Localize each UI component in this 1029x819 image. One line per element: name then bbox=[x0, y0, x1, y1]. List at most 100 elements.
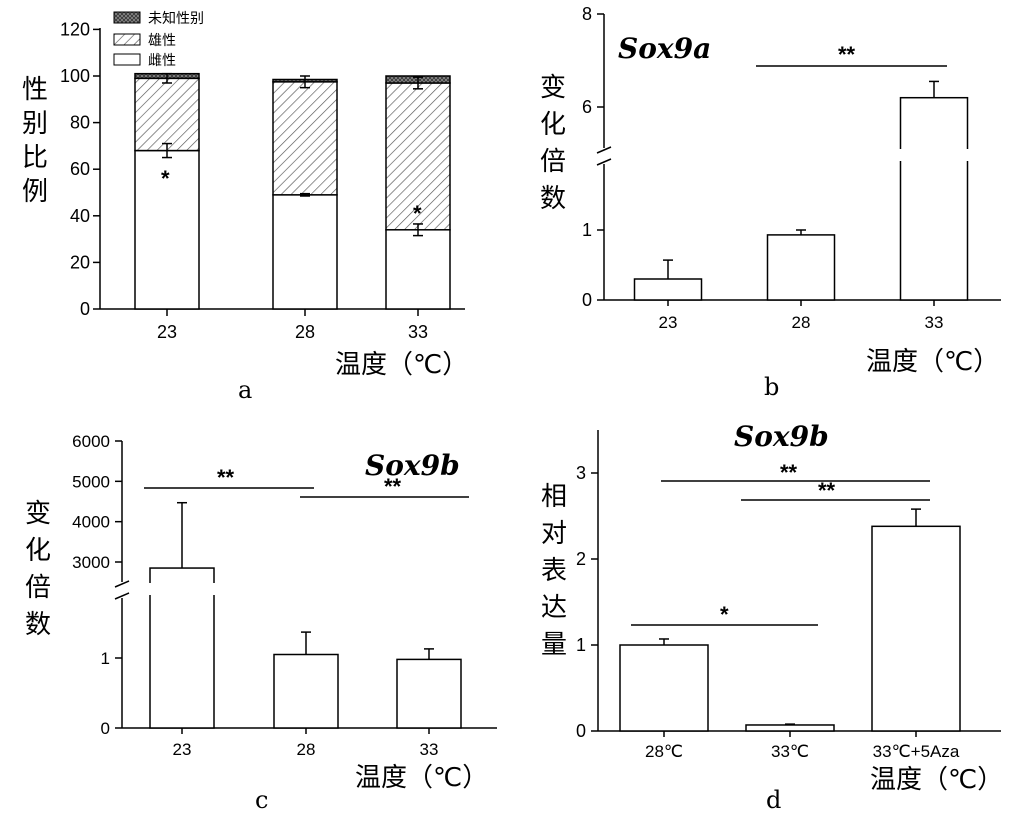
x-tick-label: 28 bbox=[792, 313, 811, 332]
y-axis-label-char: 别 bbox=[22, 109, 48, 139]
y-tick-label: 100 bbox=[60, 66, 90, 86]
y-tick-label: 3 bbox=[576, 463, 586, 483]
x-axis-label: 温度（℃） bbox=[870, 765, 1003, 795]
y-axis-label: 性别比例 bbox=[22, 75, 48, 207]
axis-break-mark bbox=[596, 158, 612, 166]
x-tick-label: 23 bbox=[173, 740, 192, 759]
panel-b-chart: 0 1 6 8 23 28 33 Sox9a ** 变化倍数 温度（℃） bbox=[540, 4, 1001, 377]
significance-star: ** bbox=[384, 474, 402, 499]
significance-star: * bbox=[720, 602, 729, 627]
y-tick-label: 8 bbox=[582, 4, 592, 24]
y-axis-label: 变化倍数 bbox=[25, 499, 51, 640]
x-axis-label: 温度（℃） bbox=[355, 763, 488, 793]
y-tick-label: 6000 bbox=[72, 432, 110, 451]
x-tick-label: 33 bbox=[925, 313, 944, 332]
x-tick-label: 33 bbox=[420, 740, 439, 759]
chart-title: Sox9a bbox=[618, 32, 711, 65]
panel-a-chart: 0 20 40 60 80 100 120 23 28 33 未知性别 雄性 雌性 * * 性别… bbox=[22, 10, 468, 380]
y-tick-label: 20 bbox=[70, 252, 90, 272]
bar bbox=[871, 525, 961, 732]
x-tick-label: 28 bbox=[295, 322, 315, 342]
bar-segment-female bbox=[385, 229, 451, 310]
bar-segment-female bbox=[134, 149, 200, 310]
y-tick-label: 5000 bbox=[72, 472, 110, 491]
y-axis-label-char: 化 bbox=[540, 110, 566, 140]
y-axis-label-char: 数 bbox=[540, 184, 566, 214]
legend-swatch-male bbox=[113, 33, 141, 46]
y-tick-label: 4000 bbox=[72, 513, 110, 532]
chart-title: Sox9b bbox=[734, 420, 829, 453]
y-axis-label-char: 化 bbox=[25, 536, 51, 566]
bar-segment-male bbox=[272, 81, 338, 196]
significance-star: ** bbox=[780, 460, 798, 485]
legend-label-female: 雌性 bbox=[148, 53, 176, 69]
y-tick-label: 0 bbox=[101, 719, 110, 738]
y-tick-label: 40 bbox=[70, 206, 90, 226]
y-axis-label-char: 例 bbox=[22, 177, 48, 207]
y-tick-label: 0 bbox=[576, 721, 586, 741]
legend-swatch-unknown bbox=[113, 11, 141, 24]
axis-break-mark bbox=[114, 580, 130, 588]
y-axis-label-char: 变 bbox=[540, 73, 566, 103]
y-axis-label-char: 达 bbox=[541, 593, 567, 623]
axis-break-mark bbox=[114, 592, 130, 600]
y-tick-label: 60 bbox=[70, 159, 90, 179]
y-axis-label-char: 表 bbox=[541, 556, 567, 586]
panel-c-chart: 0 1 3000 4000 5000 6000 23 28 33 Sox9b ** ** 变化… bbox=[25, 432, 497, 793]
y-axis-label-char: 倍 bbox=[540, 147, 566, 177]
x-tick-label: 33 bbox=[408, 322, 428, 342]
bar bbox=[633, 278, 703, 301]
y-axis-label: 变化倍数 bbox=[540, 73, 566, 214]
panel-letter-d: d bbox=[766, 786, 781, 814]
bar-segment-male bbox=[134, 77, 200, 152]
bar bbox=[396, 658, 462, 729]
bar bbox=[273, 653, 339, 729]
bar bbox=[619, 644, 709, 732]
bar-segment-female bbox=[272, 194, 338, 310]
x-axis-label: 温度（℃） bbox=[866, 347, 999, 377]
significance-star: ** bbox=[838, 42, 856, 67]
y-axis-label-char: 比 bbox=[22, 143, 48, 173]
legend-label-unknown: 未知性别 bbox=[148, 10, 204, 27]
y-axis-label-char: 相 bbox=[541, 482, 567, 512]
significance-star: * bbox=[161, 166, 170, 191]
axis-break-mark bbox=[596, 146, 612, 154]
bar-break-gap bbox=[898, 149, 970, 161]
y-axis-label-char: 性 bbox=[22, 75, 48, 105]
y-tick-label: 0 bbox=[80, 299, 90, 319]
y-axis-label-char: 对 bbox=[541, 519, 567, 549]
y-tick-label: 1 bbox=[576, 635, 586, 655]
x-axis-label: 温度（℃） bbox=[335, 350, 468, 380]
y-tick-label: 80 bbox=[70, 113, 90, 133]
x-tick-label: 33℃ bbox=[771, 742, 809, 761]
y-tick-label: 6 bbox=[582, 97, 592, 117]
bar-segment-male bbox=[385, 82, 451, 231]
y-axis-label: 相对表达量 bbox=[541, 482, 567, 660]
legend-swatch-female bbox=[113, 53, 141, 66]
x-tick-label: 33℃+5Aza bbox=[873, 742, 960, 761]
panel-letter-a: a bbox=[238, 376, 252, 404]
significance-star: ** bbox=[818, 478, 836, 503]
y-axis-label-char: 数 bbox=[25, 610, 51, 640]
x-tick-label: 28℃ bbox=[645, 742, 683, 761]
y-tick-label: 1 bbox=[582, 220, 592, 240]
x-tick-label: 23 bbox=[157, 322, 177, 342]
x-tick-label: 23 bbox=[659, 313, 678, 332]
y-tick-label: 2 bbox=[576, 549, 586, 569]
y-tick-label: 1 bbox=[101, 649, 110, 668]
significance-star: ** bbox=[217, 465, 235, 490]
y-axis-label-char: 倍 bbox=[25, 573, 51, 603]
y-axis-label-char: 变 bbox=[25, 499, 51, 529]
bar bbox=[766, 234, 836, 301]
bar bbox=[745, 724, 835, 732]
y-axis-label-char: 量 bbox=[541, 630, 567, 660]
bar bbox=[899, 96, 969, 301]
panel-letter-b: b bbox=[764, 373, 779, 401]
significance-star: * bbox=[413, 201, 422, 226]
chart-title: Sox9b bbox=[365, 449, 460, 482]
bar-break-gap bbox=[148, 583, 216, 595]
y-tick-label: 3000 bbox=[72, 553, 110, 572]
panel-letter-c: c bbox=[255, 786, 268, 814]
